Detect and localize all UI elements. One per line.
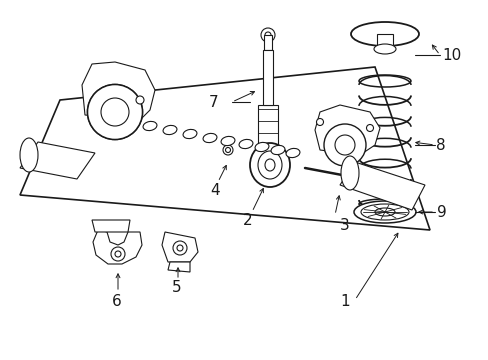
- Ellipse shape: [360, 204, 408, 220]
- Text: 10: 10: [441, 48, 460, 63]
- Ellipse shape: [255, 143, 268, 152]
- Polygon shape: [339, 162, 424, 210]
- Ellipse shape: [225, 148, 230, 153]
- Ellipse shape: [111, 247, 125, 261]
- Text: 2: 2: [243, 212, 252, 228]
- Ellipse shape: [103, 113, 117, 123]
- Ellipse shape: [221, 136, 234, 145]
- Polygon shape: [168, 262, 190, 272]
- Ellipse shape: [183, 129, 197, 139]
- Polygon shape: [92, 220, 130, 232]
- Polygon shape: [264, 35, 271, 50]
- Text: 7: 7: [208, 95, 218, 109]
- Polygon shape: [314, 105, 379, 155]
- Polygon shape: [20, 142, 95, 179]
- Ellipse shape: [373, 44, 395, 54]
- Ellipse shape: [261, 158, 274, 172]
- Ellipse shape: [334, 135, 354, 155]
- Ellipse shape: [87, 85, 142, 140]
- Polygon shape: [82, 62, 155, 120]
- Ellipse shape: [87, 85, 142, 140]
- Ellipse shape: [115, 251, 121, 257]
- Ellipse shape: [366, 125, 373, 131]
- Ellipse shape: [101, 98, 129, 126]
- Ellipse shape: [101, 98, 129, 126]
- Ellipse shape: [163, 125, 177, 135]
- Ellipse shape: [177, 245, 183, 251]
- Ellipse shape: [353, 201, 415, 223]
- Ellipse shape: [403, 183, 411, 191]
- Ellipse shape: [136, 96, 143, 104]
- Ellipse shape: [350, 22, 418, 46]
- Ellipse shape: [249, 143, 289, 187]
- Ellipse shape: [340, 156, 358, 190]
- Ellipse shape: [285, 148, 299, 158]
- Ellipse shape: [203, 134, 217, 143]
- Ellipse shape: [258, 151, 282, 179]
- Text: 4: 4: [209, 183, 219, 198]
- Text: 9: 9: [436, 204, 446, 220]
- Text: 8: 8: [435, 138, 445, 153]
- Text: 5: 5: [172, 280, 181, 296]
- Polygon shape: [258, 105, 278, 165]
- Ellipse shape: [388, 179, 400, 191]
- Ellipse shape: [261, 28, 274, 42]
- Ellipse shape: [374, 208, 394, 216]
- Ellipse shape: [264, 162, 270, 168]
- Ellipse shape: [316, 118, 323, 126]
- Ellipse shape: [239, 139, 252, 149]
- Ellipse shape: [20, 138, 38, 172]
- Polygon shape: [20, 67, 429, 230]
- Polygon shape: [162, 232, 198, 262]
- Ellipse shape: [223, 145, 232, 155]
- Polygon shape: [376, 34, 392, 49]
- Ellipse shape: [173, 241, 186, 255]
- Ellipse shape: [324, 124, 365, 166]
- Ellipse shape: [143, 121, 157, 131]
- Text: 6: 6: [112, 294, 122, 310]
- Ellipse shape: [264, 159, 274, 171]
- Polygon shape: [263, 50, 272, 105]
- Text: 3: 3: [339, 217, 349, 233]
- Polygon shape: [93, 230, 142, 264]
- Ellipse shape: [123, 117, 137, 127]
- Text: 1: 1: [339, 294, 349, 310]
- Ellipse shape: [270, 145, 285, 154]
- Ellipse shape: [264, 32, 270, 38]
